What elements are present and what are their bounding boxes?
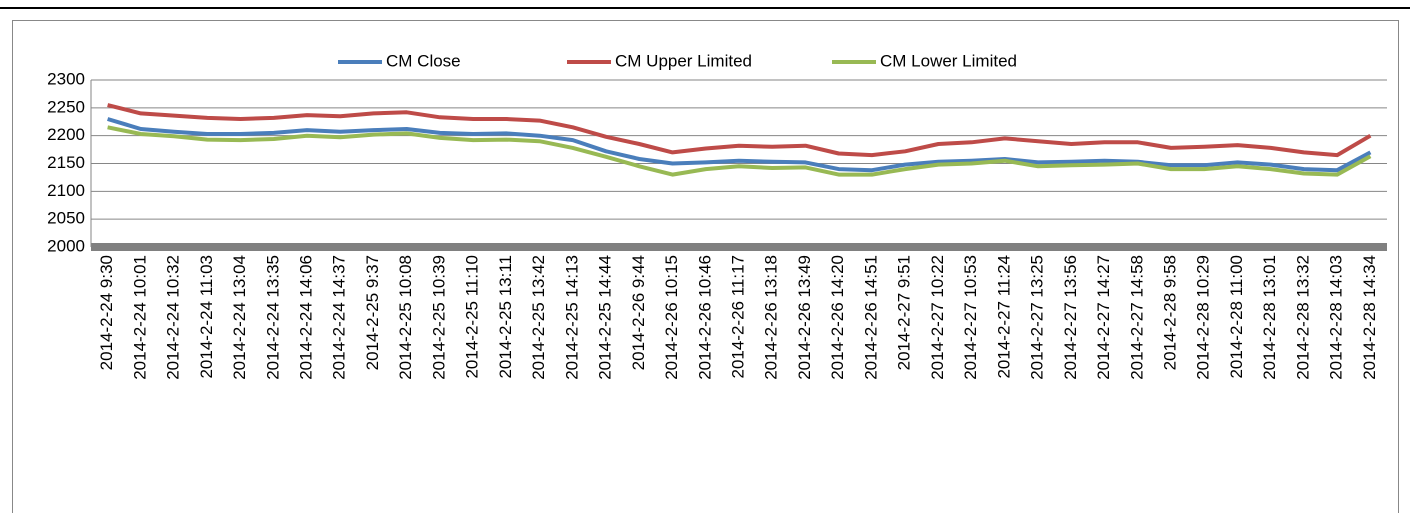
x-tick-label: 2014-2-27 9:51 [895,255,914,370]
x-tick-label: 2014-2-27 10:53 [961,255,980,380]
x-tick-label: 2014-2-27 11:24 [994,255,1013,379]
x-tick-label: 2014-2-26 13:18 [762,255,781,380]
x-tick-label: 2014-2-25 9:37 [363,255,382,370]
x-tick-label: 2014-2-26 14:51 [861,255,880,380]
x-tick-label: 2014-2-25 14:13 [562,255,581,380]
x-tick-label: 2014-2-24 13:35 [263,255,282,380]
x-tick-label: 2014-2-28 14:34 [1360,255,1379,380]
series-line [107,103,1372,158]
y-tick-label: 2000 [47,236,85,255]
legend-label: CM Lower Limited [880,51,1017,70]
x-tick-label: 2014-2-25 10:08 [396,255,415,380]
x-tick-label: 2014-2-28 9:58 [1160,255,1179,370]
x-tick-label: 2014-2-28 13:32 [1293,255,1312,380]
x-tick-label: 2014-2-26 11:17 [728,255,747,379]
y-tick-label: 2050 [47,209,85,228]
y-tick-label: 2200 [47,125,85,144]
series-line [107,125,1372,177]
x-tick-label: 2014-2-24 14:37 [330,255,349,380]
y-tick-label: 2300 [47,69,85,88]
x-tick-label: 2014-2-24 14:06 [296,255,315,380]
x-tick-label: 2014-2-27 10:22 [928,255,947,380]
y-tick-label: 2100 [47,181,85,200]
x-tick-label: 2014-2-25 10:39 [429,255,448,380]
x-tick-label: 2014-2-28 10:29 [1194,255,1213,380]
x-tick-label: 2014-2-24 11:03 [197,255,216,379]
x-tick-label: 2014-2-26 10:46 [695,255,714,380]
x-tick-label: 2014-2-28 11:00 [1227,255,1246,379]
x-tick-label: 2014-2-25 14:44 [596,255,615,380]
x-tick-label: 2014-2-27 13:56 [1061,255,1080,380]
x-tick-label: 2014-2-24 9:30 [97,255,116,370]
x-tick-label: 2014-2-25 13:42 [529,255,548,380]
legend-label: CM Upper Limited [615,51,752,70]
x-tick-label: 2014-2-27 13:25 [1028,255,1047,380]
x-tick-label: 2014-2-28 14:03 [1327,255,1346,380]
x-tick-label: 2014-2-24 13:04 [230,255,249,380]
x-tick-label: 2014-2-27 14:27 [1094,255,1113,380]
x-tick-label: 2014-2-27 14:58 [1127,255,1146,380]
legend-label: CM Close [386,51,461,70]
y-tick-label: 2250 [47,97,85,116]
x-tick-label: 2014-2-25 13:11 [496,255,515,379]
y-tick-label: 2150 [47,153,85,172]
x-tick-label: 2014-2-24 10:32 [164,255,183,380]
x-tick-label: 2014-2-25 11:10 [463,255,482,379]
series-line [107,117,1372,173]
chart-frame [12,20,1399,518]
x-tick-label: 2014-2-26 10:15 [662,255,681,380]
x-tick-label: 2014-2-28 13:01 [1260,255,1279,380]
x-tick-label: 2014-2-26 13:49 [795,255,814,380]
x-tick-label: 2014-2-26 14:20 [828,255,847,380]
x-tick-label: 2014-2-24 10:01 [130,255,149,380]
x-tick-label: 2014-2-26 9:44 [629,255,648,370]
